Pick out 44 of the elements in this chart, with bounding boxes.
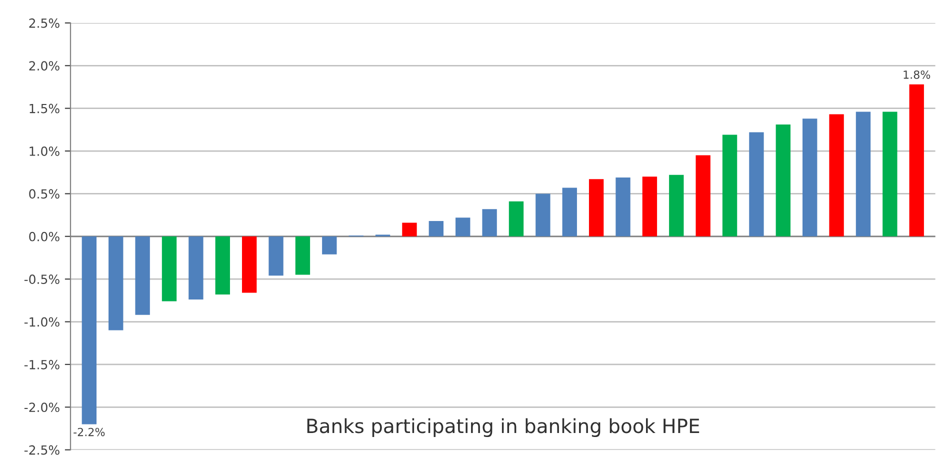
y-tick-label: -1.0% [24, 317, 60, 327]
bar [669, 174, 684, 236]
bar [82, 236, 97, 424]
bar [268, 236, 284, 276]
bar [722, 134, 738, 236]
bar [588, 179, 604, 236]
y-tick-label: 1.5% [30, 104, 60, 114]
bar [642, 176, 658, 236]
bar [909, 84, 924, 236]
y-tick-label: 2.5% [29, 18, 60, 28]
bar [749, 132, 764, 236]
y-tick-label: 2.0% [29, 61, 60, 71]
bar [135, 236, 150, 315]
bar [162, 236, 177, 302]
bar [322, 236, 337, 254]
y-tick-label: -0.5% [24, 274, 60, 284]
bar [108, 236, 124, 330]
bar [295, 236, 310, 275]
bar [562, 188, 577, 236]
bar [188, 236, 204, 300]
bar [242, 236, 257, 293]
data-label: 1.8% [904, 70, 930, 79]
bar [616, 177, 630, 236]
bar [829, 114, 844, 236]
bar [215, 236, 230, 294]
bar [428, 221, 444, 236]
data-label: -2.2% [74, 428, 105, 436]
bar [882, 112, 898, 236]
y-tick-label: 1.0% [30, 146, 60, 156]
bar [482, 209, 497, 236]
text: Banks participating in banking book HPE [307, 418, 700, 438]
bar [802, 118, 818, 236]
bar [776, 124, 790, 236]
bar [856, 112, 871, 236]
y-tick-label: -2.0% [24, 402, 60, 412]
y-tick-label: -2.5% [24, 445, 60, 455]
bar [456, 218, 470, 236]
bar [536, 194, 550, 236]
y-tick-label: 0.5% [29, 189, 60, 199]
bar [508, 201, 524, 236]
bar [402, 222, 417, 236]
bar [696, 155, 710, 236]
y-tick-label: -1.5% [24, 360, 60, 370]
y-tick-label: 0.0% [29, 232, 60, 242]
